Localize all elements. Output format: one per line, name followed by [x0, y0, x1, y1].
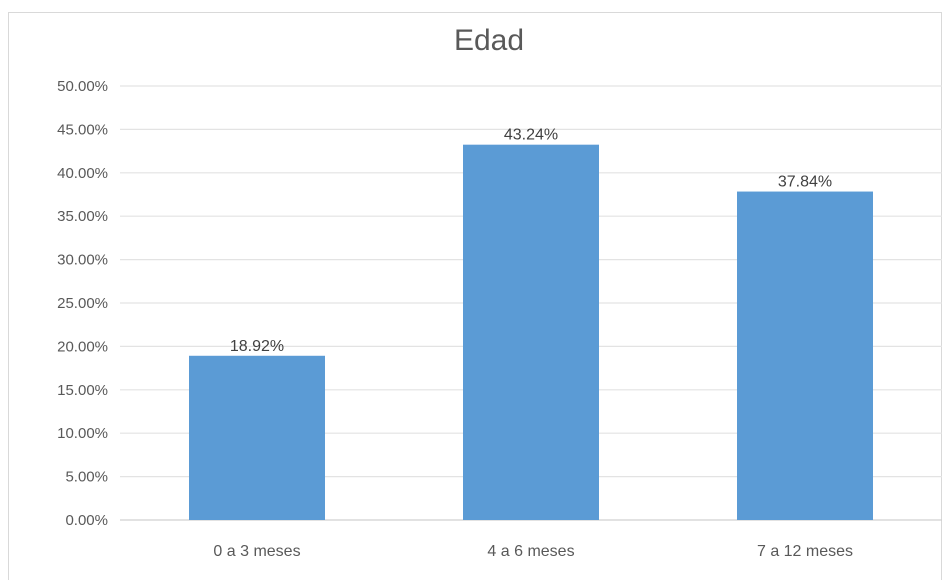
data-labels: 18.92% 43.24% 37.84% [230, 127, 832, 355]
y-axis-ticks: 0.00% 5.00% 10.00% 15.00% 20.00% 25.00% 30.00%… [57, 78, 108, 529]
data-label: 43.24% [504, 127, 558, 144]
chart-title: Edad [454, 24, 524, 57]
y-tick-label: 25.00% [57, 295, 108, 312]
x-tick-label: 7 a 12 meses [757, 543, 853, 560]
bars [189, 144, 873, 520]
y-tick-label: 35.00% [57, 208, 108, 225]
y-tick-label: 50.00% [57, 78, 108, 95]
x-axis-ticks: 0 a 3 meses 4 a 6 meses 7 a 12 meses [213, 543, 853, 560]
data-label: 37.84% [778, 174, 832, 191]
y-tick-label: 45.00% [57, 121, 108, 138]
data-label: 18.92% [230, 338, 284, 355]
bar [189, 355, 325, 520]
y-tick-label: 40.00% [57, 165, 108, 182]
y-tick-label: 5.00% [65, 469, 108, 486]
y-tick-label: 0.00% [65, 512, 108, 529]
y-tick-label: 10.00% [57, 425, 108, 442]
y-tick-label: 15.00% [57, 382, 108, 399]
bar [463, 144, 599, 520]
y-tick-label: 30.00% [57, 252, 108, 269]
x-tick-label: 4 a 6 meses [487, 543, 574, 560]
x-tick-label: 0 a 3 meses [213, 543, 300, 560]
y-tick-label: 20.00% [57, 338, 108, 355]
bar [737, 191, 873, 520]
